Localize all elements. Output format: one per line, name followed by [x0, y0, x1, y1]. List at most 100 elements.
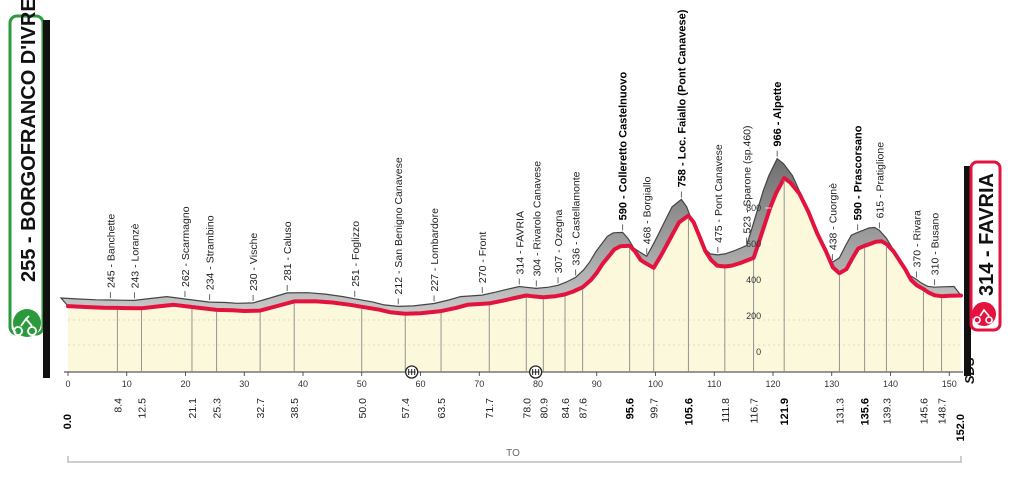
brand-label: SDS	[962, 357, 977, 384]
waypoint-km-label: 105.6	[683, 398, 695, 426]
x-tick-label: 80	[533, 379, 543, 389]
region-bracket-line	[67, 456, 962, 463]
waypoint-km-label: 32.7	[255, 398, 267, 419]
x-tick-label: 90	[592, 379, 602, 389]
waypoint-label: 227 - Lombardore	[429, 208, 441, 292]
sprint-markers	[405, 365, 543, 379]
waypoint-label: 590 - Prascorsano	[853, 125, 865, 220]
y-tick-label: 800	[746, 203, 761, 213]
finish-icon	[972, 302, 996, 326]
waypoint-label: 251 - Foglizzo	[350, 221, 362, 287]
waypoint-label: 243 - Loranzè	[129, 223, 141, 288]
y-axis-ticks: 0 200 400 600 800	[746, 203, 772, 357]
waypoint-km-label: 12.5	[136, 398, 148, 419]
region-label: TO	[506, 448, 520, 459]
waypoint-km-label: 38.5	[289, 398, 301, 419]
x-tick-label: 40	[298, 379, 308, 389]
profile-plot	[59, 157, 963, 373]
x-tick-label: 110	[707, 379, 721, 389]
x-tick-label: 0	[65, 379, 70, 389]
waypoint-label: 370 - Rivara	[911, 210, 923, 267]
waypoint-km-label: 63.5	[436, 398, 448, 419]
finish-km-label: 152.0	[955, 414, 967, 442]
finish-glyph	[973, 308, 993, 324]
waypoint-label: 468 - Borgiallo	[642, 176, 654, 244]
profile-line	[66, 176, 963, 316]
waypoint-km-label: 21.1	[187, 398, 199, 419]
profile-ground	[68, 178, 961, 372]
waypoint-lines	[109, 150, 943, 372]
waypoint-label: 314 - FAVRIA	[514, 211, 526, 274]
cyclist-glyph	[13, 315, 37, 336]
waypoint-label: 281 - Caluso	[282, 221, 294, 281]
waypoint-km-label: 8.4	[112, 398, 124, 413]
waypoint-km-label: 135.6	[860, 398, 872, 426]
waypoint-km-label: 116.7	[749, 398, 761, 424]
y-tick-label: 0	[756, 347, 761, 357]
y-tick-label: 400	[746, 275, 761, 285]
sprint-glyph	[531, 369, 540, 375]
sprint-glyph	[407, 369, 416, 375]
start-banner: 255 - BORGOFRANCO D'IVREA	[8, 0, 50, 378]
waypoint-km-label: 25.3	[212, 398, 224, 419]
waypoint-km-label: 99.7	[649, 398, 661, 419]
waypoint-label: 475 - Pont Canavese	[713, 144, 725, 243]
waypoint-km-label: 145.6	[918, 398, 930, 424]
waypoint-label: 336 - Castellamonte	[571, 171, 583, 265]
x-tick-label: 100	[648, 379, 663, 389]
y-tick-label: 200	[746, 311, 761, 321]
x-tick-label: 70	[474, 379, 484, 389]
waypoint-label: 304 - Rivarolo Canavese	[531, 161, 543, 277]
waypoint-label: 615 - Pratiglione	[874, 142, 886, 219]
x-tick-label: 10	[122, 379, 132, 389]
waypoint-km-label: 78.0	[521, 398, 533, 419]
waypoint-label: 758 - Loc. Faiallo (Pont Canavese)	[676, 9, 688, 187]
cyclist-icon	[13, 309, 41, 337]
finish-label: 314 - FAVRIA	[976, 173, 998, 296]
waypoint-label: 245 - Banchette	[105, 214, 117, 288]
waypoint-label: 307 - Ozegna	[553, 209, 565, 273]
waypoint-label: 438 - Cuorgnè	[827, 183, 839, 250]
waypoint-km-label: 84.6	[560, 398, 572, 419]
waypoint-label: 270 - Front	[477, 232, 489, 283]
waypoint-km-label: 148.7	[937, 398, 949, 424]
waypoint-label: 310 - Busano	[930, 213, 942, 276]
x-tick-label: 50	[357, 379, 367, 389]
waypoint-label: 212 - San Benigno Canavese	[393, 157, 405, 294]
finish-banner-frame	[969, 160, 1002, 332]
x-tick-label: 130	[824, 379, 839, 389]
x-tick-label: 120	[765, 379, 780, 389]
waypoint-km-label: 131.3	[834, 398, 846, 424]
waypoint-km-labels: 8.4 12.5 21.1 25.3 32.7 38.5 50.0 57.4 63.5 71.7 7…	[112, 398, 948, 426]
waypoint-km-label: 50.0	[357, 398, 369, 419]
waypoint-km-label: 87.6	[578, 398, 590, 419]
waypoint-km-label: 121.9	[779, 398, 791, 426]
y-tick-label: 600	[746, 239, 761, 249]
x-axis-ticks: 0 10 20 30 40 50 60 70 80 90 100 110 120 130 140 150	[65, 372, 957, 389]
x-tick-label: 60	[415, 379, 425, 389]
waypoint-km-label: 71.7	[484, 398, 496, 419]
finish-banner: 314 - FAVRIA SDS	[962, 160, 1002, 384]
waypoint-label: 966 - Alpette	[772, 82, 784, 147]
waypoint-labels: 245 - Banchette 243 - Loranzè 262 - Scarma…	[105, 9, 941, 294]
region-bracket: TO	[67, 448, 962, 463]
x-tick-label: 150	[942, 379, 957, 389]
waypoint-label: 262 - Scarmagno	[180, 206, 192, 287]
x-tick-label: 20	[180, 379, 190, 389]
waypoint-km-label: 80.9	[538, 398, 550, 419]
waypoint-km-label: 139.3	[881, 398, 893, 424]
waypoint-label: 590 - Colleretto Castelnuovo	[618, 72, 630, 221]
finish-pole	[964, 166, 971, 376]
start-km-label: 0.0	[62, 414, 74, 429]
waypoint-label: 234 - Strambino	[205, 215, 217, 290]
x-tick-label: 30	[239, 379, 249, 389]
start-label: 255 - BORGOFRANCO D'IVREA	[18, 0, 40, 282]
x-tick-label: 140	[883, 379, 898, 389]
waypoint-label: 230 - Vische	[248, 233, 260, 291]
waypoint-km-label: 57.4	[400, 398, 412, 419]
waypoint-label: 523 - Sparone (sp.460)	[742, 126, 754, 234]
waypoint-km-label: 95.6	[625, 398, 637, 419]
waypoint-km-label: 111.8	[720, 398, 732, 423]
start-pole	[43, 20, 50, 378]
